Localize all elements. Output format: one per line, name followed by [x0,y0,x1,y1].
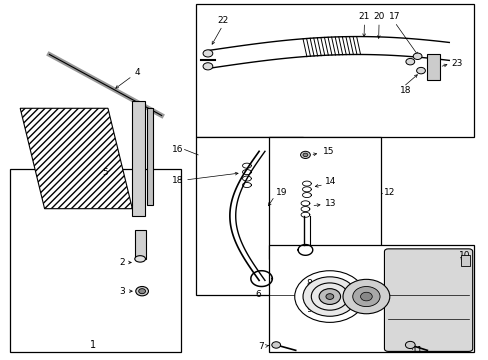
Bar [10,169,181,352]
Circle shape [352,287,379,307]
Circle shape [300,151,310,158]
Text: 20: 20 [372,12,384,21]
Text: 21: 21 [358,12,369,21]
Bar [195,4,473,137]
Circle shape [203,50,212,57]
Circle shape [360,292,371,301]
Circle shape [139,289,145,294]
Text: 7: 7 [258,342,264,351]
Text: 18: 18 [399,86,410,95]
Polygon shape [20,108,132,209]
Circle shape [303,277,356,316]
Bar [461,255,469,266]
Text: 18: 18 [172,176,183,185]
Text: 19: 19 [276,188,287,197]
Circle shape [342,279,389,314]
Ellipse shape [135,256,145,262]
Text: 5: 5 [102,168,108,177]
Text: 10: 10 [458,251,469,260]
Bar [427,54,439,80]
Text: 1: 1 [90,340,96,350]
Text: 3: 3 [119,287,125,296]
Circle shape [412,53,421,59]
Text: 9: 9 [305,305,311,314]
Text: 17: 17 [388,12,400,21]
Bar [268,137,380,259]
Text: 15: 15 [322,147,333,156]
Text: 13: 13 [325,199,336,208]
Bar [132,101,144,216]
Text: 23: 23 [451,59,462,68]
Circle shape [136,287,148,296]
Text: 16: 16 [172,145,183,154]
Text: 4: 4 [134,68,140,77]
Circle shape [416,67,425,74]
Circle shape [303,153,307,157]
Bar [268,244,473,352]
Bar [147,108,153,205]
Circle shape [203,63,212,70]
FancyBboxPatch shape [384,249,472,351]
Circle shape [405,341,414,348]
Text: 6: 6 [255,290,261,299]
Text: 14: 14 [325,177,336,186]
Text: 12: 12 [383,188,394,197]
Circle shape [271,342,280,348]
Text: 22: 22 [217,16,228,25]
Circle shape [405,58,414,65]
Text: 11: 11 [411,346,423,355]
Bar [135,230,145,259]
Circle shape [325,294,333,300]
Text: 8: 8 [305,279,311,288]
Bar [195,137,303,295]
Text: 2: 2 [119,258,125,267]
Circle shape [319,289,340,305]
